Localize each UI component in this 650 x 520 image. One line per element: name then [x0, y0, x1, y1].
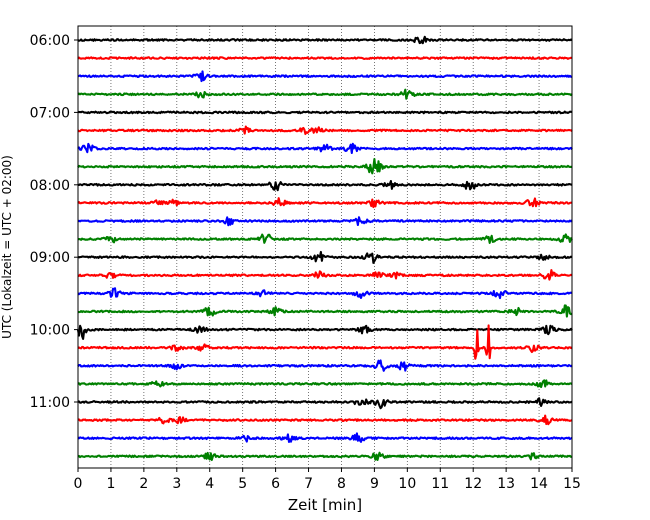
- trace-1145: [77, 451, 573, 462]
- y-tick-label: 09:00: [30, 250, 70, 266]
- trace-1115: [77, 414, 573, 426]
- trace-1045: [77, 379, 573, 389]
- y-tick-label: 10:00: [30, 323, 70, 339]
- seismogram-traces: [76, 35, 573, 462]
- y-tick-label: 06:00: [30, 33, 70, 49]
- x-tick-label: 0: [74, 476, 83, 492]
- trace-0715: [77, 125, 573, 136]
- trace-0615: [77, 56, 573, 60]
- trace-0830: [77, 216, 573, 227]
- trace-0800: [77, 180, 573, 192]
- x-tick-label: 10: [398, 476, 416, 492]
- trace-0700: [77, 110, 573, 115]
- x-tick-label: 5: [238, 476, 247, 492]
- x-axis: 0 1 2 3 4 5 6 7 8 9 10 11 12 13 14 15: [74, 468, 581, 492]
- x-tick-label: 11: [431, 476, 449, 492]
- x-tick-label: 13: [497, 476, 515, 492]
- trace-0900: [77, 250, 573, 264]
- y-tick-label: 07:00: [30, 105, 70, 121]
- trace-0815: [77, 197, 573, 209]
- trace-0745: [77, 157, 573, 175]
- trace-0915: [77, 269, 573, 281]
- x-tick-label: 15: [563, 476, 581, 492]
- trace-1130: [77, 432, 573, 443]
- x-tick-label: 7: [304, 476, 313, 492]
- y-axis-label: UTC (Lokalzeit = UTC + 02:00): [0, 155, 14, 339]
- x-tick-label: 2: [139, 476, 148, 492]
- x-tick-label: 8: [337, 476, 346, 492]
- x-tick-label: 14: [530, 476, 548, 492]
- trace-0930: [77, 287, 573, 300]
- x-tick-label: 9: [370, 476, 379, 492]
- x-axis-label: Zeit [min]: [288, 496, 362, 514]
- x-tick-label: 12: [464, 476, 482, 492]
- trace-0645: [77, 88, 573, 100]
- x-tick-label: 1: [106, 476, 115, 492]
- plot-frame: [77, 25, 573, 469]
- y-axis: 06:00 07:00 08:00 09:00 10:00 11:00: [30, 33, 78, 411]
- x-tick-label: 4: [205, 476, 214, 492]
- trace-0845: [77, 233, 573, 244]
- trace-1030: [77, 359, 573, 372]
- x-tick-label: 3: [172, 476, 181, 492]
- trace-0730: [77, 142, 573, 155]
- trace-0945: [77, 304, 573, 318]
- y-tick-label: 11:00: [30, 395, 70, 411]
- trace-1100: [77, 397, 573, 410]
- trace-1015: [77, 324, 573, 360]
- trace-0630: [77, 70, 573, 83]
- trace-0600: [77, 35, 573, 45]
- y-tick-label: 08:00: [30, 178, 70, 194]
- x-tick-label: 6: [271, 476, 280, 492]
